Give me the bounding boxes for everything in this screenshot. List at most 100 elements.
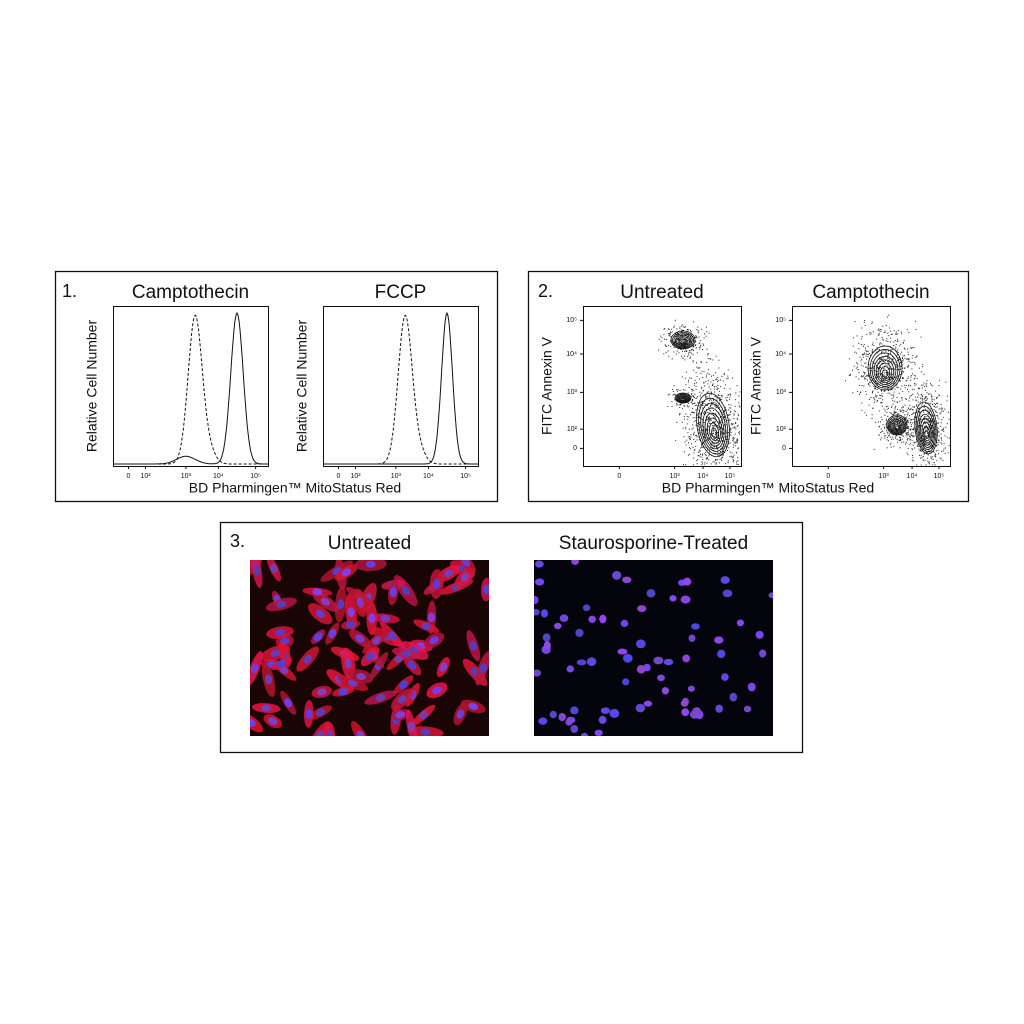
event-dot [882,381,883,383]
event-dot [878,421,879,423]
event-dot [689,447,690,449]
event-dot [737,464,739,465]
event-dot [884,437,886,439]
event-dot [908,437,910,439]
event-dot [706,430,708,432]
event-dot [713,461,715,463]
event-dot [904,384,906,386]
event-dot [706,348,708,350]
event-dot [690,331,692,333]
event-dot [941,408,943,410]
event-dot [897,387,899,389]
event-dot [727,369,729,371]
event-dot [900,361,902,363]
event-dot [883,372,885,374]
event-dot [857,369,859,371]
event-dot [729,414,731,416]
event-dot [704,461,706,463]
event-dot [720,433,722,435]
event-dot [941,429,943,430]
x-tick-label: 10² [140,473,151,480]
nucleus [270,649,281,657]
event-dot [882,399,884,401]
event-dot [913,441,915,443]
event-dot [716,406,718,408]
event-dot [728,413,730,415]
event-dot [727,438,729,440]
event-dot [909,404,911,406]
nucleus [570,724,579,733]
event-dot [697,330,699,332]
event-dot [690,414,691,416]
event-dot [886,427,888,428]
event-dot [918,437,919,439]
event-dot [710,381,712,383]
event-dot [698,455,700,456]
event-dot [699,417,701,419]
event-dot [687,336,689,338]
contour-line [677,337,689,346]
event-dot [887,354,889,355]
event-dot [693,412,695,414]
contour-line [869,349,901,389]
event-dot [889,421,891,423]
event-dot [903,339,905,341]
event-dot [864,352,865,354]
event-dot [692,427,694,429]
contour-line [920,417,933,446]
event-dot [715,453,717,454]
contour-line [924,429,929,440]
event-dot [940,433,942,435]
event-dot [707,392,708,394]
event-dot [664,338,665,340]
event-dot [925,436,927,438]
event-dot [903,422,905,424]
event-dot [735,441,737,443]
event-dot [919,419,921,421]
event-dot [881,359,883,360]
event-dot [719,416,721,418]
event-dot [718,455,720,457]
event-dot [943,448,945,450]
event-dot [697,367,699,369]
event-dot [698,367,700,369]
contour-line [879,366,891,380]
event-dot [703,381,705,383]
event-dot [713,425,715,427]
event-dot [707,383,709,385]
event-dot [900,365,902,367]
event-dot [884,390,886,392]
event-dot [711,442,713,444]
event-dot [711,401,713,403]
event-dot [691,393,693,395]
event-dot [872,371,874,373]
event-dot [937,432,939,434]
event-dot [905,442,907,444]
event-dot [889,378,890,380]
event-dot [894,408,896,410]
event-dot [901,333,903,335]
event-dot [731,452,733,454]
event-dot [881,350,883,352]
event-dot [936,412,938,413]
event-dot [879,366,881,368]
event-dot [685,413,687,415]
plot-frame [583,306,742,467]
x-axis-label: BD Pharmingen™ MitoStatus Red [189,480,401,496]
event-dot [923,411,925,413]
event-dot [893,410,895,412]
event-dot [924,389,926,391]
event-dot [692,349,694,351]
event-dot [880,382,881,383]
event-dot [877,373,879,375]
event-dot [881,373,883,374]
event-dot [879,342,881,344]
event-dot [894,388,896,390]
event-dot [893,418,895,420]
plot-frame [323,306,479,467]
nucleus [338,687,349,696]
event-dot [899,361,901,363]
event-dot [942,450,944,452]
event-dot [732,446,734,448]
event-dot [922,363,924,365]
